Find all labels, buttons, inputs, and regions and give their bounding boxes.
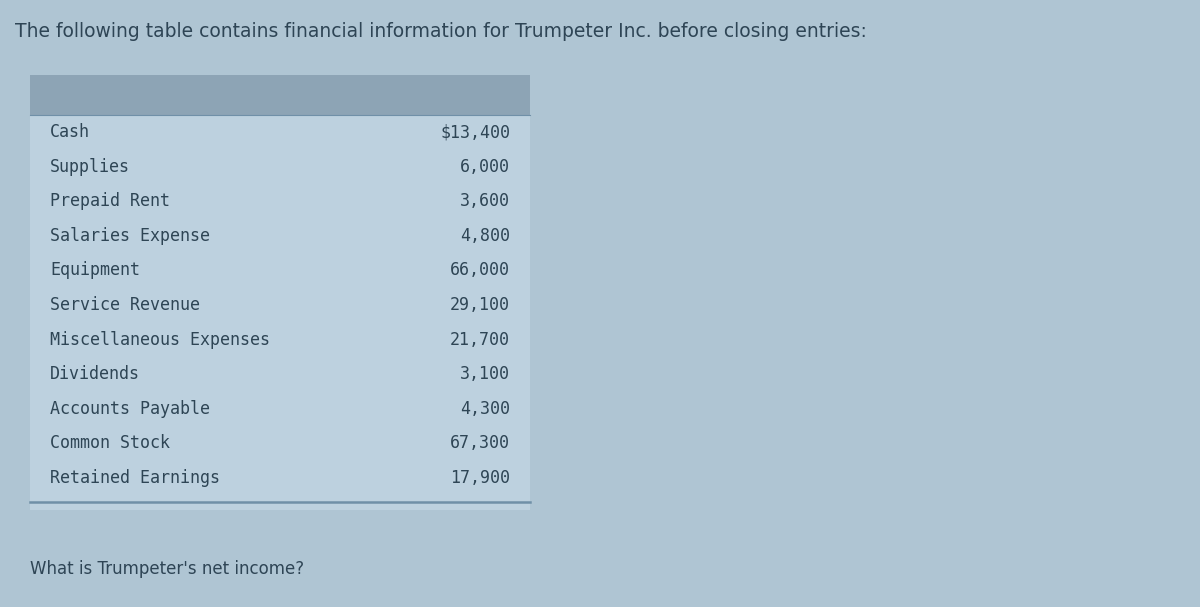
Text: 21,700: 21,700 [450,331,510,348]
Text: Equipment: Equipment [50,262,140,279]
Text: Salaries Expense: Salaries Expense [50,227,210,245]
Bar [30,75,530,115]
Text: Common Stock: Common Stock [50,434,170,452]
Text: 29,100: 29,100 [450,296,510,314]
Text: The following table contains financial information for Trumpeter Inc. before clo: The following table contains financial i… [14,22,866,41]
Text: 3,100: 3,100 [460,365,510,383]
Text: Service Revenue: Service Revenue [50,296,200,314]
Text: Miscellaneous Expenses: Miscellaneous Expenses [50,331,270,348]
Text: 6,000: 6,000 [460,158,510,176]
Bar [30,75,530,510]
Text: 3,600: 3,600 [460,192,510,211]
Text: 4,300: 4,300 [460,399,510,418]
Text: Dividends: Dividends [50,365,140,383]
Text: 17,900: 17,900 [450,469,510,487]
Text: Supplies: Supplies [50,158,130,176]
Text: 66,000: 66,000 [450,262,510,279]
Text: 67,300: 67,300 [450,434,510,452]
Text: Retained Earnings: Retained Earnings [50,469,220,487]
Text: Cash: Cash [50,123,90,141]
Text: What is Trumpeter's net income?: What is Trumpeter's net income? [30,560,304,578]
Text: $13,400: $13,400 [440,123,510,141]
Text: 4,800: 4,800 [460,227,510,245]
Text: Prepaid Rent: Prepaid Rent [50,192,170,211]
Text: Accounts Payable: Accounts Payable [50,399,210,418]
